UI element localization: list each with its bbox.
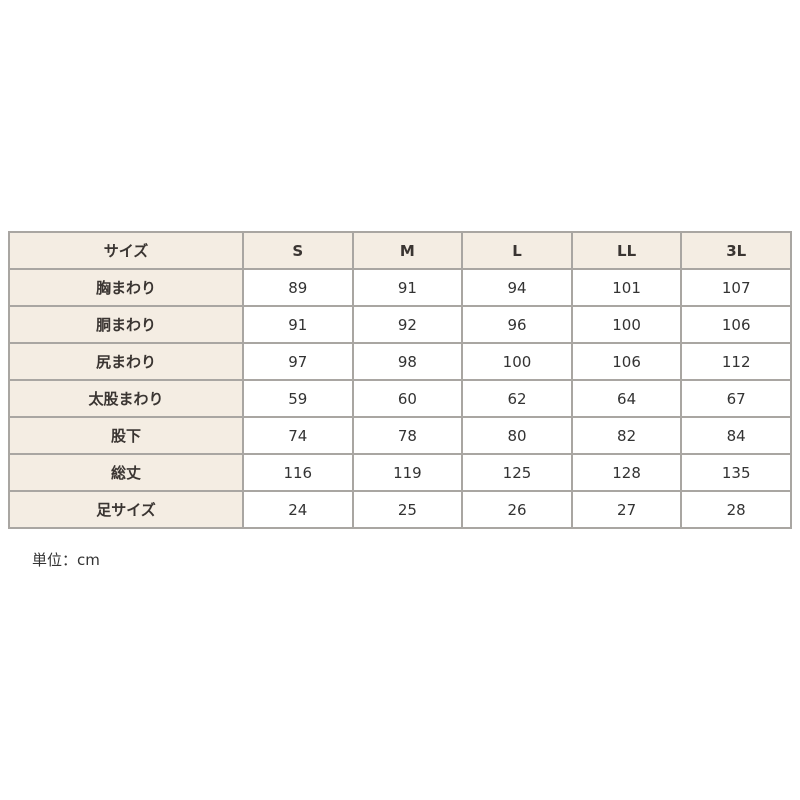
header-label-cell: サイズ bbox=[8, 231, 244, 270]
row-label: 太股まわり bbox=[8, 379, 244, 418]
value-cell: 106 bbox=[570, 342, 683, 381]
value-cell: 119 bbox=[351, 453, 464, 492]
row-label: 足サイズ bbox=[8, 490, 244, 529]
table-row: 太股まわり 59 60 62 64 67 bbox=[8, 379, 792, 418]
row-label: 胸まわり bbox=[8, 268, 244, 307]
value-cell: 80 bbox=[461, 416, 573, 455]
value-cell: 107 bbox=[680, 268, 792, 307]
table-row: 股下 74 78 80 82 84 bbox=[8, 416, 792, 455]
value-cell: 125 bbox=[461, 453, 573, 492]
value-cell: 24 bbox=[242, 490, 354, 529]
size-header-cell: 3L bbox=[680, 231, 792, 270]
value-cell: 106 bbox=[680, 305, 792, 344]
table-row: 胴まわり 91 92 96 100 106 bbox=[8, 305, 792, 344]
value-cell: 91 bbox=[351, 268, 464, 307]
unit-note: 単位：cm bbox=[32, 551, 100, 569]
size-header-cell: S bbox=[242, 231, 354, 270]
value-cell: 67 bbox=[680, 379, 792, 418]
value-cell: 128 bbox=[570, 453, 683, 492]
header-row: サイズ S M L LL 3L bbox=[8, 231, 792, 270]
value-cell: 116 bbox=[242, 453, 354, 492]
table-row: 足サイズ 24 25 26 27 28 bbox=[8, 490, 792, 529]
value-cell: 91 bbox=[242, 305, 354, 344]
value-cell: 27 bbox=[570, 490, 683, 529]
value-cell: 98 bbox=[351, 342, 464, 381]
row-label: 尻まわり bbox=[8, 342, 244, 381]
value-cell: 97 bbox=[242, 342, 354, 381]
size-header-cell: M bbox=[351, 231, 464, 270]
table-row: 尻まわり 97 98 100 106 112 bbox=[8, 342, 792, 381]
size-chart-table: サイズ S M L LL 3L 胸まわり 89 91 94 101 107 胴まわり 91 92 96 100… bbox=[8, 231, 792, 529]
value-cell: 101 bbox=[570, 268, 683, 307]
value-cell: 62 bbox=[461, 379, 573, 418]
value-cell: 100 bbox=[461, 342, 573, 381]
value-cell: 94 bbox=[461, 268, 573, 307]
value-cell: 100 bbox=[570, 305, 683, 344]
value-cell: 26 bbox=[461, 490, 573, 529]
value-cell: 74 bbox=[242, 416, 354, 455]
value-cell: 92 bbox=[351, 305, 464, 344]
value-cell: 25 bbox=[351, 490, 464, 529]
value-cell: 59 bbox=[242, 379, 354, 418]
value-cell: 78 bbox=[351, 416, 464, 455]
table-row: 総丈 116 119 125 128 135 bbox=[8, 453, 792, 492]
value-cell: 60 bbox=[351, 379, 464, 418]
value-cell: 64 bbox=[570, 379, 683, 418]
value-cell: 28 bbox=[680, 490, 792, 529]
value-cell: 112 bbox=[680, 342, 792, 381]
row-label: 総丈 bbox=[8, 453, 244, 492]
value-cell: 82 bbox=[570, 416, 683, 455]
size-header-cell: L bbox=[461, 231, 573, 270]
value-cell: 84 bbox=[680, 416, 792, 455]
row-label: 胴まわり bbox=[8, 305, 244, 344]
table-row: 胸まわり 89 91 94 101 107 bbox=[8, 268, 792, 307]
row-label: 股下 bbox=[8, 416, 244, 455]
size-header-cell: LL bbox=[570, 231, 683, 270]
value-cell: 135 bbox=[680, 453, 792, 492]
value-cell: 89 bbox=[242, 268, 354, 307]
value-cell: 96 bbox=[461, 305, 573, 344]
